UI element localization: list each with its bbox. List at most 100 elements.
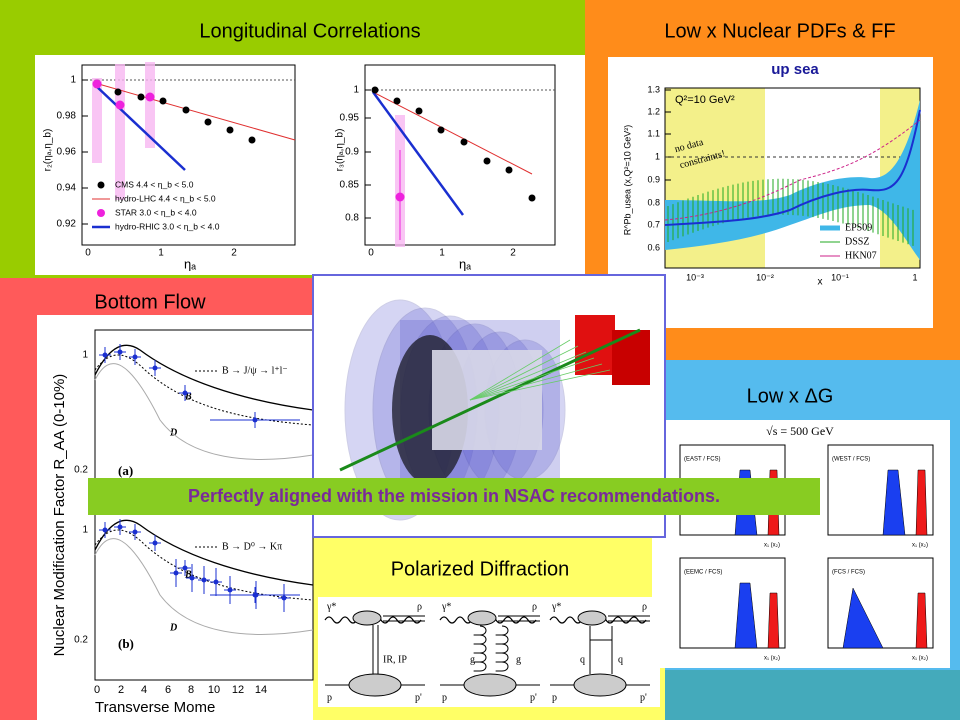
proton-blob	[348, 673, 402, 697]
tick-label: 1	[912, 272, 917, 282]
axis-label: x₁ (x₂)	[764, 543, 780, 549]
legend-marker	[97, 209, 105, 217]
panel-tag: (EAST / FCS)	[684, 457, 721, 463]
curve-tag: D	[169, 427, 177, 438]
cms-point	[483, 157, 491, 165]
diagram-label: p	[442, 692, 447, 703]
band	[145, 62, 155, 148]
track	[469, 345, 579, 401]
hydro-lhc	[372, 91, 533, 175]
beam-line	[339, 328, 641, 472]
eps09-curve	[664, 109, 921, 226]
track	[469, 363, 603, 401]
b-curve	[94, 344, 314, 411]
panel-tag: (a)	[118, 463, 133, 478]
diagram-label: p	[552, 692, 557, 703]
plot-frame	[827, 444, 934, 536]
vertex-blob	[467, 610, 497, 626]
diagram-label: p'	[640, 692, 647, 703]
plot-image	[37, 315, 313, 720]
track	[469, 357, 595, 401]
tick-label: 4	[141, 684, 147, 696]
calorimeter	[612, 330, 650, 385]
axis-label: Nuclear Modification Factor R_AA (0-10%)	[51, 374, 68, 657]
legend-label: HKN07	[845, 250, 877, 261]
tick-label: 1.1	[647, 128, 660, 138]
cms-point	[248, 136, 256, 144]
banner	[88, 478, 820, 515]
legend-marker	[97, 181, 105, 189]
gluon-line	[473, 625, 487, 672]
tick-label: 1.3	[647, 84, 660, 94]
tick-label: 10⁻¹	[831, 272, 849, 282]
d-curve	[94, 363, 314, 460]
legend-label: hydro-LHC 4.4 < η_b < 5.0	[115, 193, 216, 203]
legend-label: STAR 3.0 < η_b < 4.0	[115, 207, 197, 217]
axis-label: ηₐ	[459, 256, 471, 271]
cms-point	[415, 107, 423, 115]
axis-label: Transverse Mome	[95, 699, 215, 716]
legend-label: DSSZ	[845, 236, 869, 247]
panel-title: Low x ΔG	[747, 385, 834, 407]
cms-point	[114, 88, 122, 96]
band	[92, 78, 102, 163]
tick-label: 0.9	[647, 174, 660, 184]
diagram-label: q	[618, 654, 623, 665]
tick-label: 0.92	[57, 219, 77, 230]
diagram-label: g	[516, 654, 521, 665]
diagram-label: γ*	[551, 601, 561, 612]
tick-label: 1	[655, 151, 660, 161]
tick-label: 0.85	[340, 180, 360, 191]
plot-frame	[364, 64, 556, 246]
panel-title: Low x Nuclear PDFs & FF	[664, 20, 895, 42]
legend-label: EPS09	[845, 222, 872, 233]
cms-point	[204, 118, 212, 126]
panel-tag: (EEMC / FCS)	[684, 570, 722, 576]
panel-tag: (WEST / FCS)	[832, 457, 870, 463]
track	[469, 351, 587, 401]
annotation: B → J/ψ → l⁺l⁻	[222, 365, 288, 376]
cms-point	[393, 97, 401, 105]
plot-frame	[81, 64, 296, 246]
plot-frame	[679, 557, 786, 649]
axis-label: x₁ (x₂)	[764, 656, 780, 662]
tick-label: 12	[232, 684, 244, 696]
proton-blob	[573, 673, 627, 697]
vertex-blob	[577, 610, 607, 626]
panel-teal	[665, 670, 960, 720]
diagram-label: ρ	[417, 601, 422, 612]
panel-tag: (b)	[118, 636, 134, 651]
star-point	[145, 92, 155, 102]
tick-label: 2	[231, 248, 237, 259]
cms-point	[159, 97, 167, 105]
b-curve	[94, 519, 314, 586]
data-point	[201, 577, 207, 583]
axis-label: x₁ (x₂)	[912, 656, 928, 662]
data-point	[102, 527, 108, 533]
tick-label: 0.98	[57, 111, 77, 122]
data-point	[182, 565, 188, 571]
tick-label: 0.96	[57, 147, 77, 158]
quark-line	[589, 626, 613, 674]
data-point	[132, 529, 138, 535]
annotation: √s = 500 GeV	[766, 424, 834, 438]
d-curve	[94, 538, 314, 635]
tick-label: 0.2	[74, 635, 88, 646]
tick-label: 14	[255, 684, 267, 696]
tick-label: 8	[188, 684, 194, 696]
legend-label: CMS 4.4 < η_b < 5.0	[115, 179, 194, 189]
curve-tag: B	[184, 391, 192, 402]
vertex-blob	[352, 610, 382, 626]
data-point	[152, 540, 158, 546]
cms-point	[460, 138, 468, 146]
panel-tag: (FCS / FCS)	[832, 570, 865, 576]
tick-label: 10⁻³	[686, 272, 704, 282]
cms-point	[505, 166, 513, 174]
data-point	[182, 390, 188, 396]
tick-label: 0.7	[647, 219, 660, 229]
hkn07-curve	[664, 119, 921, 221]
x1-distribution	[882, 469, 906, 536]
curve-tag: D	[169, 622, 177, 633]
axis-label: x	[818, 277, 823, 288]
